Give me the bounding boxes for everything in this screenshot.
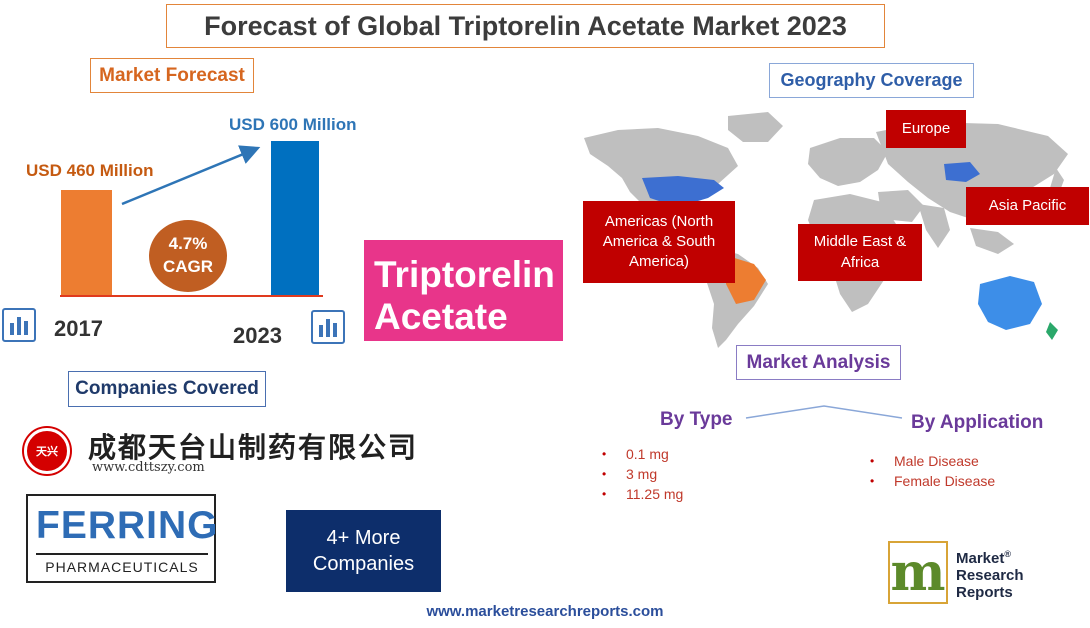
value-2023: USD 600 Million [229,115,357,134]
bar-chart-icon [311,310,345,344]
page-title: Forecast of Global Triptorelin Acetate M… [166,4,885,48]
ferring-logo: FERRING PHARMACEUTICALS [26,494,219,583]
cagr-value: 4.7% [168,234,208,254]
company-cn-website: www.cdttszy.com [92,460,205,475]
product-label-line2: Acetate [374,296,508,337]
company-emblem-logo: 天兴 [24,428,70,474]
region-asia-pacific: Asia Pacific [966,187,1089,225]
list-item: 11.25 mg [598,484,683,504]
year-2023: 2023 [233,323,282,348]
region-middle-east-africa: Middle East & Africa [798,224,922,281]
brand-line1: Market [956,550,1005,567]
companies-heading: Companies Covered [68,371,266,407]
more-companies-box: 4+ More Companies [286,510,441,592]
brand-line2: Research [956,567,1024,584]
registered-mark: ® [1004,549,1011,559]
brand-logo-icon: m [888,541,948,604]
market-forecast-heading: Market Forecast [90,58,254,93]
cagr-label: CAGR [162,257,214,276]
by-type-list: 0.1 mg 3 mg 11.25 mg [598,444,683,504]
product-label-line1: Triptorelin [374,254,555,295]
company-cn-name: 成都天台山制药有限公司 [88,431,419,464]
list-item: Male Disease [866,451,995,471]
bar-2017 [61,190,112,296]
baseline [60,295,323,297]
list-item: 3 mg [598,464,683,484]
list-item: Female Disease [866,471,995,491]
world-map [584,112,1068,348]
by-application-heading: By Application [911,412,1044,433]
ferring-subtitle: PHARMACEUTICALS [36,553,208,575]
region-europe: Europe [886,110,966,148]
bar-chart-icon [2,308,36,342]
footer-url[interactable]: www.marketresearchreports.com [426,603,664,620]
ferring-name: FERRING [36,504,219,547]
year-2017: 2017 [54,316,103,341]
value-2017: USD 460 Million [26,161,154,180]
brand-line3: Reports [956,584,1013,601]
product-label: Triptorelin Acetate [364,240,563,341]
cagr-circle: 4.7% CAGR [149,220,227,292]
bar-2023 [271,141,319,296]
list-item: 0.1 mg [598,444,683,464]
market-analysis-heading: Market Analysis [736,345,901,380]
geography-heading: Geography Coverage [769,63,974,98]
connector-line [745,405,903,419]
growth-arrow [121,145,261,206]
brand-name: Market® Research Reports [956,546,1024,601]
by-application-list: Male Disease Female Disease [866,451,995,491]
region-americas: Americas (North America & South America) [583,201,735,283]
by-type-heading: By Type [660,409,733,430]
